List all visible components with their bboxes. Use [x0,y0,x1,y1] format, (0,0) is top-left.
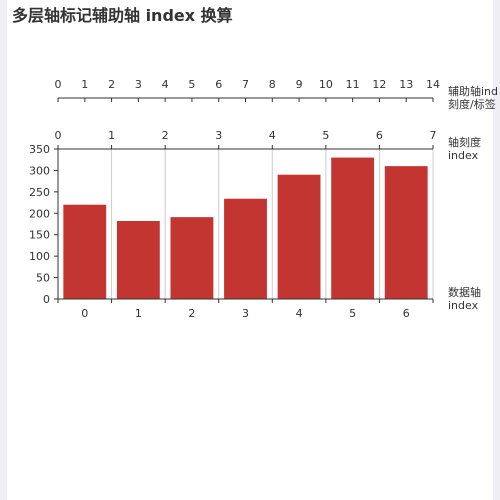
aux-axis-name-line1: 辅助轴ind [448,84,498,98]
tick-axis-label-2: 2 [162,129,169,142]
aux-axis-label-14: 14 [426,78,440,91]
x-category-label-3: 3 [242,307,249,320]
aux-axis-label-11: 11 [346,78,360,91]
bar-0 [63,204,107,299]
bar-4 [277,174,321,299]
x-category-label-5: 5 [349,307,356,320]
data-axis-name-line2: index [448,299,479,312]
x-category-label-4: 4 [296,307,303,320]
x-category-label-2: 2 [188,307,195,320]
tick-axis-label-0: 0 [55,129,62,142]
aux-axis-label-4: 4 [162,78,169,91]
aux-axis-label-7: 7 [242,78,249,91]
left-panel-strip [0,0,7,500]
tick-axis-label-5: 5 [322,129,329,142]
tick-axis-label-4: 4 [269,129,276,142]
data-axis-name-line1: 数据轴 [448,285,481,299]
y-tick-label-150: 150 [29,229,50,242]
x-category-label-1: 1 [135,307,142,320]
x-category-label-6: 6 [403,307,410,320]
aux-axis-label-12: 12 [372,78,386,91]
aux-axis-label-6: 6 [215,78,222,91]
aux-axis-label-1: 1 [81,78,88,91]
y-tick-label-350: 350 [29,143,50,156]
bar-2 [170,217,214,299]
y-tick-label-50: 50 [36,272,50,285]
y-tick-label-300: 300 [29,164,50,177]
tick-axis-name-line2: index [448,149,479,162]
aux-axis-label-13: 13 [399,78,413,91]
aux-axis-label-9: 9 [296,78,303,91]
y-tick-label-200: 200 [29,207,50,220]
aux-axis-label-5: 5 [188,78,195,91]
aux-axis-label-2: 2 [108,78,115,91]
aux-axis-label-3: 3 [135,78,142,91]
aux-axis-name-line2: 刻度/标签 [448,97,496,111]
x-category-label-0: 0 [81,307,88,320]
bar-3 [224,198,267,299]
axes [54,97,434,303]
y-tick-label-250: 250 [29,186,50,199]
aux-axis-label-8: 8 [269,78,276,91]
bar-6 [384,166,428,299]
y-tick-label-100: 100 [29,250,50,263]
tick-axis-label-7: 7 [430,129,437,142]
tick-axis-name-line1: 轴刻度 [448,135,481,149]
bars [63,157,428,299]
tick-axis-label-1: 1 [108,129,115,142]
right-panel-strip [493,0,500,500]
tick-axis-label-6: 6 [376,129,383,142]
y-tick-label-0: 0 [43,293,50,306]
bar-1 [116,221,160,299]
bar-5 [331,157,375,299]
tick-axis-label-3: 3 [215,129,222,142]
aux-axis-label-10: 10 [319,78,333,91]
aux-axis-label-0: 0 [55,78,62,91]
page-title: 多层轴标记辅助轴 index 换算 [12,6,233,25]
